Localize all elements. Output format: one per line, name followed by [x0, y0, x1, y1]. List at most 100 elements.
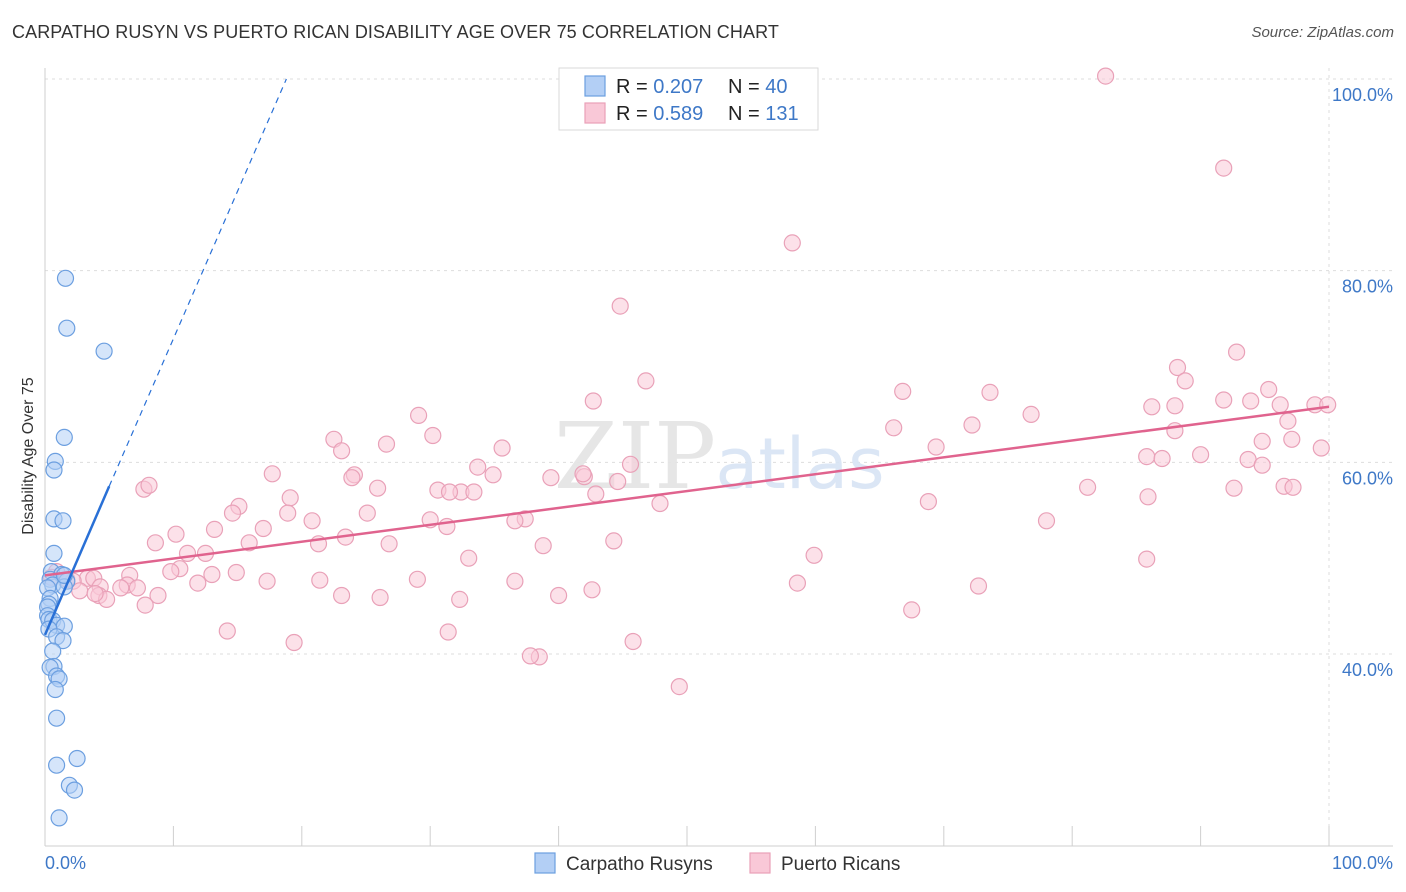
data-point	[969, 577, 988, 595]
n-value: 131	[765, 103, 798, 125]
data-point	[1166, 397, 1184, 415]
data-points	[38, 67, 1337, 827]
axis-labels: Disability Age Over 75 40.0% 60.0% 80.0% 10…	[20, 85, 1393, 873]
data-point	[611, 297, 629, 315]
puerto-ricans-trend-line	[44, 405, 1330, 577]
data-point	[1037, 512, 1056, 530]
n-label: N =	[728, 103, 765, 125]
data-point	[609, 472, 627, 491]
data-point	[1253, 456, 1271, 474]
data-point	[58, 319, 76, 337]
data-point	[493, 439, 511, 457]
data-point	[583, 581, 601, 599]
data-point	[285, 633, 303, 652]
data-point	[258, 572, 276, 590]
data-point	[46, 680, 64, 699]
data-point	[1279, 412, 1297, 430]
data-point	[333, 442, 351, 460]
data-point	[651, 494, 669, 513]
data-point	[605, 532, 623, 550]
data-point	[1225, 479, 1243, 497]
data-point	[333, 586, 351, 605]
y-tick-label: 100.0%	[1332, 85, 1393, 105]
data-point	[963, 416, 981, 434]
carpatho-rusyns-stats-swatch	[584, 75, 606, 97]
r-label: R =	[616, 76, 653, 98]
data-point	[1215, 391, 1233, 409]
data-point	[55, 428, 73, 446]
data-point	[358, 504, 376, 522]
data-point	[1283, 430, 1301, 448]
stats-row: R = 0.589 N = 131	[616, 103, 799, 125]
data-point	[95, 342, 113, 360]
data-point	[65, 781, 84, 799]
data-point	[112, 579, 130, 597]
data-point	[1176, 372, 1194, 390]
data-point	[788, 574, 807, 592]
x-tick-label-max: 100.0%	[1332, 853, 1393, 873]
data-point	[162, 562, 180, 581]
data-point	[1312, 439, 1330, 457]
data-point	[311, 571, 329, 589]
data-point	[574, 465, 592, 483]
data-point	[1253, 432, 1271, 450]
carpatho-rusyns-points	[38, 269, 113, 827]
data-point	[279, 504, 297, 522]
data-point	[56, 269, 75, 287]
data-point	[86, 584, 104, 603]
puerto-ricans-legend-swatch	[749, 852, 771, 874]
data-point	[637, 372, 655, 390]
data-point	[371, 588, 389, 607]
data-point	[1242, 392, 1260, 410]
data-point	[927, 438, 945, 456]
y-tick-label: 60.0%	[1342, 468, 1393, 488]
data-point	[189, 574, 207, 592]
data-point	[624, 632, 642, 651]
data-point	[377, 435, 396, 453]
data-point	[281, 489, 299, 507]
data-point	[451, 590, 469, 609]
carpatho-rusyns-trend-extension	[108, 78, 287, 487]
data-point	[1138, 448, 1156, 466]
data-point	[146, 534, 164, 552]
data-point	[205, 520, 224, 539]
data-point	[149, 586, 167, 605]
data-point	[50, 809, 68, 827]
data-point	[587, 485, 605, 503]
data-point	[303, 512, 321, 530]
data-point	[783, 234, 801, 252]
n-value: 40	[765, 76, 787, 98]
data-point	[1260, 380, 1278, 399]
data-point	[805, 546, 823, 564]
puerto-ricans-legend-label: Puerto Ricans	[781, 854, 900, 875]
data-point	[167, 525, 185, 543]
data-point	[1215, 159, 1233, 177]
r-value: 0.207	[653, 76, 703, 98]
watermark-atlas: atlas	[715, 423, 884, 505]
data-point	[1319, 396, 1337, 414]
data-point	[484, 466, 502, 484]
data-point	[218, 622, 236, 640]
data-point	[54, 631, 72, 650]
data-point	[424, 426, 442, 445]
chart-title: CARPATHO RUSYN VS PUERTO RICAN DISABILIT…	[12, 22, 779, 42]
data-point	[128, 579, 146, 597]
data-point	[140, 476, 158, 494]
data-point	[885, 419, 903, 437]
data-point	[1022, 405, 1040, 423]
data-point	[439, 623, 457, 641]
n-label: N =	[728, 76, 765, 98]
puerto-ricans-points	[42, 67, 1337, 696]
data-point	[534, 537, 552, 555]
y-axis-title: Disability Age Over 75	[20, 377, 37, 535]
data-point	[380, 535, 398, 553]
data-point	[894, 382, 912, 400]
data-point	[227, 563, 245, 582]
stats-legend: R = 0.207 N = 40 R = 0.589 N = 131	[558, 67, 819, 131]
data-point	[68, 749, 86, 768]
watermark-zip: ZIP	[554, 403, 716, 510]
chart-source: Source: ZipAtlas.com	[1251, 24, 1394, 41]
data-point	[47, 709, 66, 727]
data-point	[203, 565, 221, 584]
